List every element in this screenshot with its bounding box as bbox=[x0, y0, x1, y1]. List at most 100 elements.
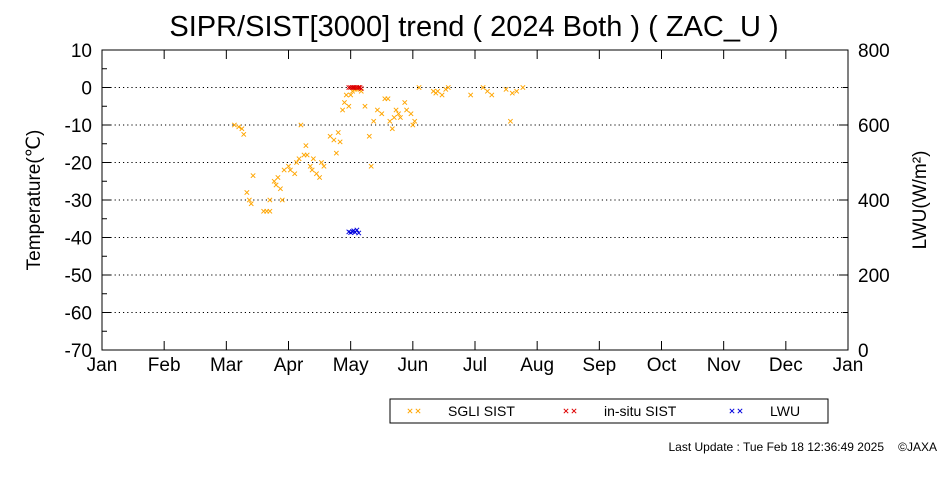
y-tick-label-8: -70 bbox=[65, 341, 92, 362]
data-point bbox=[445, 84, 451, 91]
y-tick-label-7: -60 bbox=[65, 304, 92, 325]
data-point bbox=[356, 230, 362, 236]
data-point bbox=[393, 107, 399, 113]
x-tick-label-1: Feb bbox=[148, 355, 181, 376]
data-point bbox=[281, 167, 287, 173]
data-point bbox=[371, 118, 377, 124]
data-point bbox=[340, 107, 346, 113]
data-point bbox=[468, 92, 474, 98]
data-point bbox=[287, 167, 293, 173]
y2-tick-label-0: 800 bbox=[858, 41, 890, 62]
data-point bbox=[348, 92, 354, 98]
data-point bbox=[285, 163, 292, 169]
data-point bbox=[267, 197, 273, 203]
legend-marker bbox=[407, 408, 413, 414]
x-axis: Jan Feb Mar Apr May Jun Jul Aug Sep Oct Nov Dec Jan bbox=[87, 50, 864, 376]
y2-tick-label-4: 0 bbox=[858, 341, 869, 362]
data-point bbox=[385, 96, 391, 102]
data-point bbox=[368, 163, 374, 169]
data-point bbox=[331, 137, 337, 143]
left-axis: 10 0 -10 -20 -30 -40 -50 -60 -70 bbox=[65, 41, 111, 362]
data-point bbox=[267, 208, 273, 214]
data-point bbox=[309, 167, 315, 173]
y-tick-label-1: 0 bbox=[81, 79, 92, 100]
data-point bbox=[317, 174, 323, 181]
data-point bbox=[346, 103, 352, 109]
data-point bbox=[387, 118, 393, 124]
legend-label-1: in-situ SIST bbox=[604, 403, 677, 419]
x-tick-label-12: Jan bbox=[833, 355, 864, 376]
data-point bbox=[391, 114, 397, 121]
data-point bbox=[271, 178, 277, 184]
data-point bbox=[489, 92, 495, 98]
data-point bbox=[416, 84, 422, 91]
series-2 bbox=[346, 227, 362, 236]
x-tick-label-2: Mar bbox=[210, 355, 243, 376]
data-point bbox=[480, 84, 486, 91]
legend-box bbox=[389, 398, 829, 424]
data-point bbox=[294, 159, 300, 166]
data-points bbox=[231, 84, 526, 236]
legend-marker bbox=[729, 408, 735, 414]
data-point bbox=[410, 122, 416, 128]
gridlines bbox=[102, 87, 848, 313]
data-point bbox=[435, 88, 441, 94]
data-point bbox=[239, 126, 245, 132]
data-point bbox=[484, 88, 490, 94]
data-point bbox=[298, 122, 304, 128]
legend-label-0: SGLI SIST bbox=[448, 403, 515, 419]
legend-marker bbox=[737, 408, 743, 414]
data-point bbox=[408, 111, 414, 117]
data-point bbox=[520, 84, 526, 91]
y2-tick-label-1: 600 bbox=[858, 116, 890, 137]
data-point bbox=[374, 107, 380, 113]
x-tick-label-5: Jun bbox=[398, 355, 429, 376]
y2-axis-label: LWU(W/m²) bbox=[910, 151, 931, 250]
data-point bbox=[362, 103, 368, 109]
x-tick-label-9: Oct bbox=[647, 355, 677, 376]
series-1 bbox=[346, 84, 364, 92]
data-point bbox=[307, 163, 313, 169]
legend-marker bbox=[571, 408, 577, 414]
data-point bbox=[277, 186, 283, 192]
data-point bbox=[358, 86, 364, 92]
data-point bbox=[509, 90, 515, 96]
x-tick-label-7: Aug bbox=[520, 355, 554, 376]
data-point bbox=[503, 86, 509, 92]
x-tick-label-10: Nov bbox=[707, 355, 741, 376]
data-point bbox=[379, 111, 385, 117]
y-tick-label-6: -50 bbox=[65, 266, 92, 287]
y-tick-label-3: -20 bbox=[65, 154, 92, 175]
footer-last-update: Last Update : Tue Feb 18 12:36:49 2025 bbox=[669, 440, 885, 454]
right-axis: 800 600 400 200 0 bbox=[839, 41, 890, 362]
data-point bbox=[318, 159, 325, 166]
data-point bbox=[439, 92, 445, 98]
data-point bbox=[343, 92, 349, 98]
data-point bbox=[404, 107, 410, 113]
data-point bbox=[279, 197, 285, 203]
data-point bbox=[241, 131, 247, 137]
y-tick-label-4: -30 bbox=[65, 191, 92, 212]
x-tick-label-3: Apr bbox=[274, 355, 304, 376]
data-point bbox=[335, 129, 341, 136]
data-point bbox=[507, 118, 513, 124]
x-tick-label-0: Jan bbox=[87, 355, 118, 376]
y-tick-label-2: -10 bbox=[65, 116, 92, 137]
data-point bbox=[273, 182, 279, 188]
data-point bbox=[333, 150, 339, 156]
y2-tick-label-2: 400 bbox=[858, 191, 890, 212]
data-point bbox=[366, 133, 372, 139]
data-point bbox=[296, 156, 302, 162]
data-point bbox=[292, 171, 298, 177]
legend: SGLI SIST in-situ SIST LWU bbox=[389, 398, 829, 424]
data-point bbox=[397, 114, 403, 121]
data-point bbox=[352, 84, 358, 91]
data-point bbox=[246, 197, 252, 203]
data-point bbox=[412, 118, 418, 124]
data-point bbox=[395, 111, 402, 117]
data-point bbox=[514, 88, 520, 94]
series-0 bbox=[231, 84, 526, 214]
legend-label-2: LWU bbox=[770, 403, 800, 419]
data-point bbox=[341, 99, 348, 106]
